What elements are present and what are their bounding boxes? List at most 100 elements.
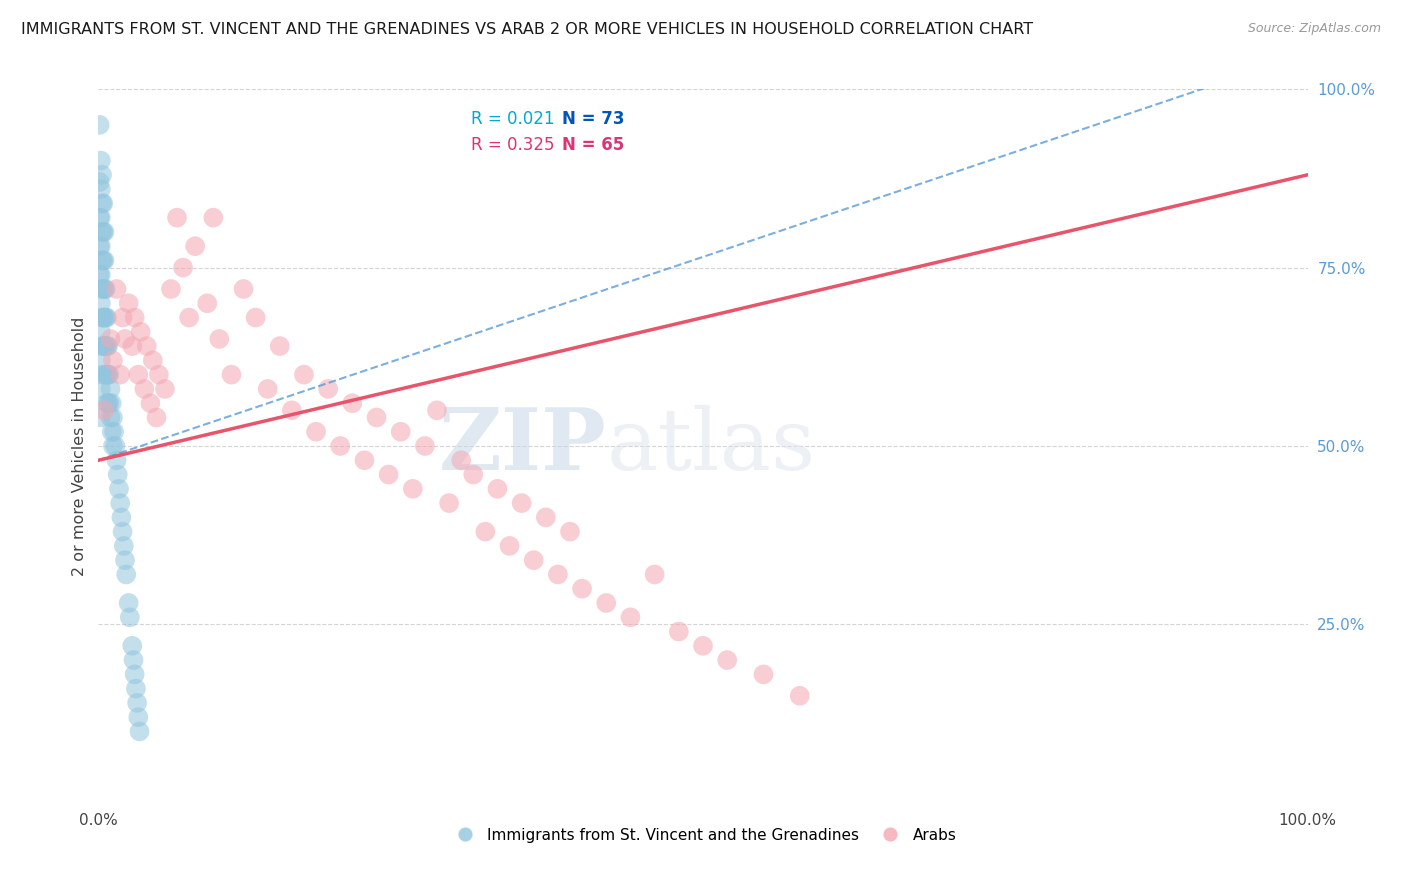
Point — [94, 310, 117, 325]
Point — [127, 696, 149, 710]
Point — [91, 253, 114, 268]
Point — [121, 339, 143, 353]
Point — [342, 396, 364, 410]
Point — [90, 239, 112, 253]
Point — [366, 410, 388, 425]
Point — [90, 296, 112, 310]
Point — [127, 368, 149, 382]
Point — [89, 239, 111, 253]
Point — [486, 482, 509, 496]
Point — [534, 510, 557, 524]
Y-axis label: 2 or more Vehicles in Household: 2 or more Vehicles in Household — [72, 317, 87, 575]
Point — [96, 310, 118, 325]
Point — [90, 325, 112, 339]
Point — [127, 710, 149, 724]
Point — [91, 368, 114, 382]
Point — [91, 339, 114, 353]
Point — [752, 667, 775, 681]
Point — [91, 310, 114, 325]
Point — [595, 596, 617, 610]
Point — [195, 296, 218, 310]
Point — [184, 239, 207, 253]
Point — [93, 282, 115, 296]
Point — [100, 410, 122, 425]
Point — [90, 410, 112, 425]
Point — [179, 310, 201, 325]
Point — [463, 467, 485, 482]
Point — [93, 310, 115, 325]
Point — [91, 196, 114, 211]
Point — [105, 282, 128, 296]
Point — [389, 425, 412, 439]
Point — [292, 368, 315, 382]
Point — [98, 368, 121, 382]
Point — [148, 368, 170, 382]
Point — [128, 724, 150, 739]
Point — [91, 339, 114, 353]
Point — [498, 539, 520, 553]
Point — [91, 225, 114, 239]
Point — [305, 425, 328, 439]
Point — [94, 282, 117, 296]
Point — [96, 396, 118, 410]
Point — [269, 339, 291, 353]
Point — [90, 268, 112, 282]
Point — [668, 624, 690, 639]
Point — [153, 382, 176, 396]
Point — [450, 453, 472, 467]
Point — [121, 639, 143, 653]
Point — [90, 382, 112, 396]
Point — [97, 368, 120, 382]
Text: ZIP: ZIP — [439, 404, 606, 488]
Point — [172, 260, 194, 275]
Point — [89, 175, 111, 189]
Point — [166, 211, 188, 225]
Point — [90, 353, 112, 368]
Point — [90, 153, 112, 168]
Point — [101, 353, 124, 368]
Point — [100, 332, 122, 346]
Point — [100, 382, 122, 396]
Point — [129, 325, 152, 339]
Point — [571, 582, 593, 596]
Point — [105, 453, 128, 467]
Point — [91, 282, 114, 296]
Point — [281, 403, 304, 417]
Text: Source: ZipAtlas.com: Source: ZipAtlas.com — [1247, 22, 1381, 36]
Point — [474, 524, 496, 539]
Point — [124, 310, 146, 325]
Point — [97, 339, 120, 353]
Point — [98, 396, 121, 410]
Point — [523, 553, 546, 567]
Point — [377, 467, 399, 482]
Point — [91, 196, 114, 211]
Point — [111, 524, 134, 539]
Point — [114, 553, 136, 567]
Point — [96, 368, 118, 382]
Point — [93, 339, 115, 353]
Point — [510, 496, 533, 510]
Point — [108, 368, 131, 382]
Point — [256, 382, 278, 396]
Point — [89, 118, 111, 132]
Point — [118, 596, 141, 610]
Point — [101, 410, 124, 425]
Text: IMMIGRANTS FROM ST. VINCENT AND THE GRENADINES VS ARAB 2 OR MORE VEHICLES IN HOU: IMMIGRANTS FROM ST. VINCENT AND THE GREN… — [21, 22, 1033, 37]
Point — [100, 425, 122, 439]
Point — [103, 425, 125, 439]
Point — [118, 610, 141, 624]
Point — [232, 282, 254, 296]
Point — [108, 496, 131, 510]
Point — [112, 539, 135, 553]
Point — [202, 211, 225, 225]
Text: N = 65: N = 65 — [561, 136, 624, 153]
Point — [122, 653, 145, 667]
Point — [94, 368, 117, 382]
Point — [413, 439, 436, 453]
Point — [402, 482, 425, 496]
Point — [208, 332, 231, 346]
Point — [692, 639, 714, 653]
Point — [91, 253, 114, 268]
Point — [125, 681, 148, 696]
Point — [111, 310, 134, 325]
